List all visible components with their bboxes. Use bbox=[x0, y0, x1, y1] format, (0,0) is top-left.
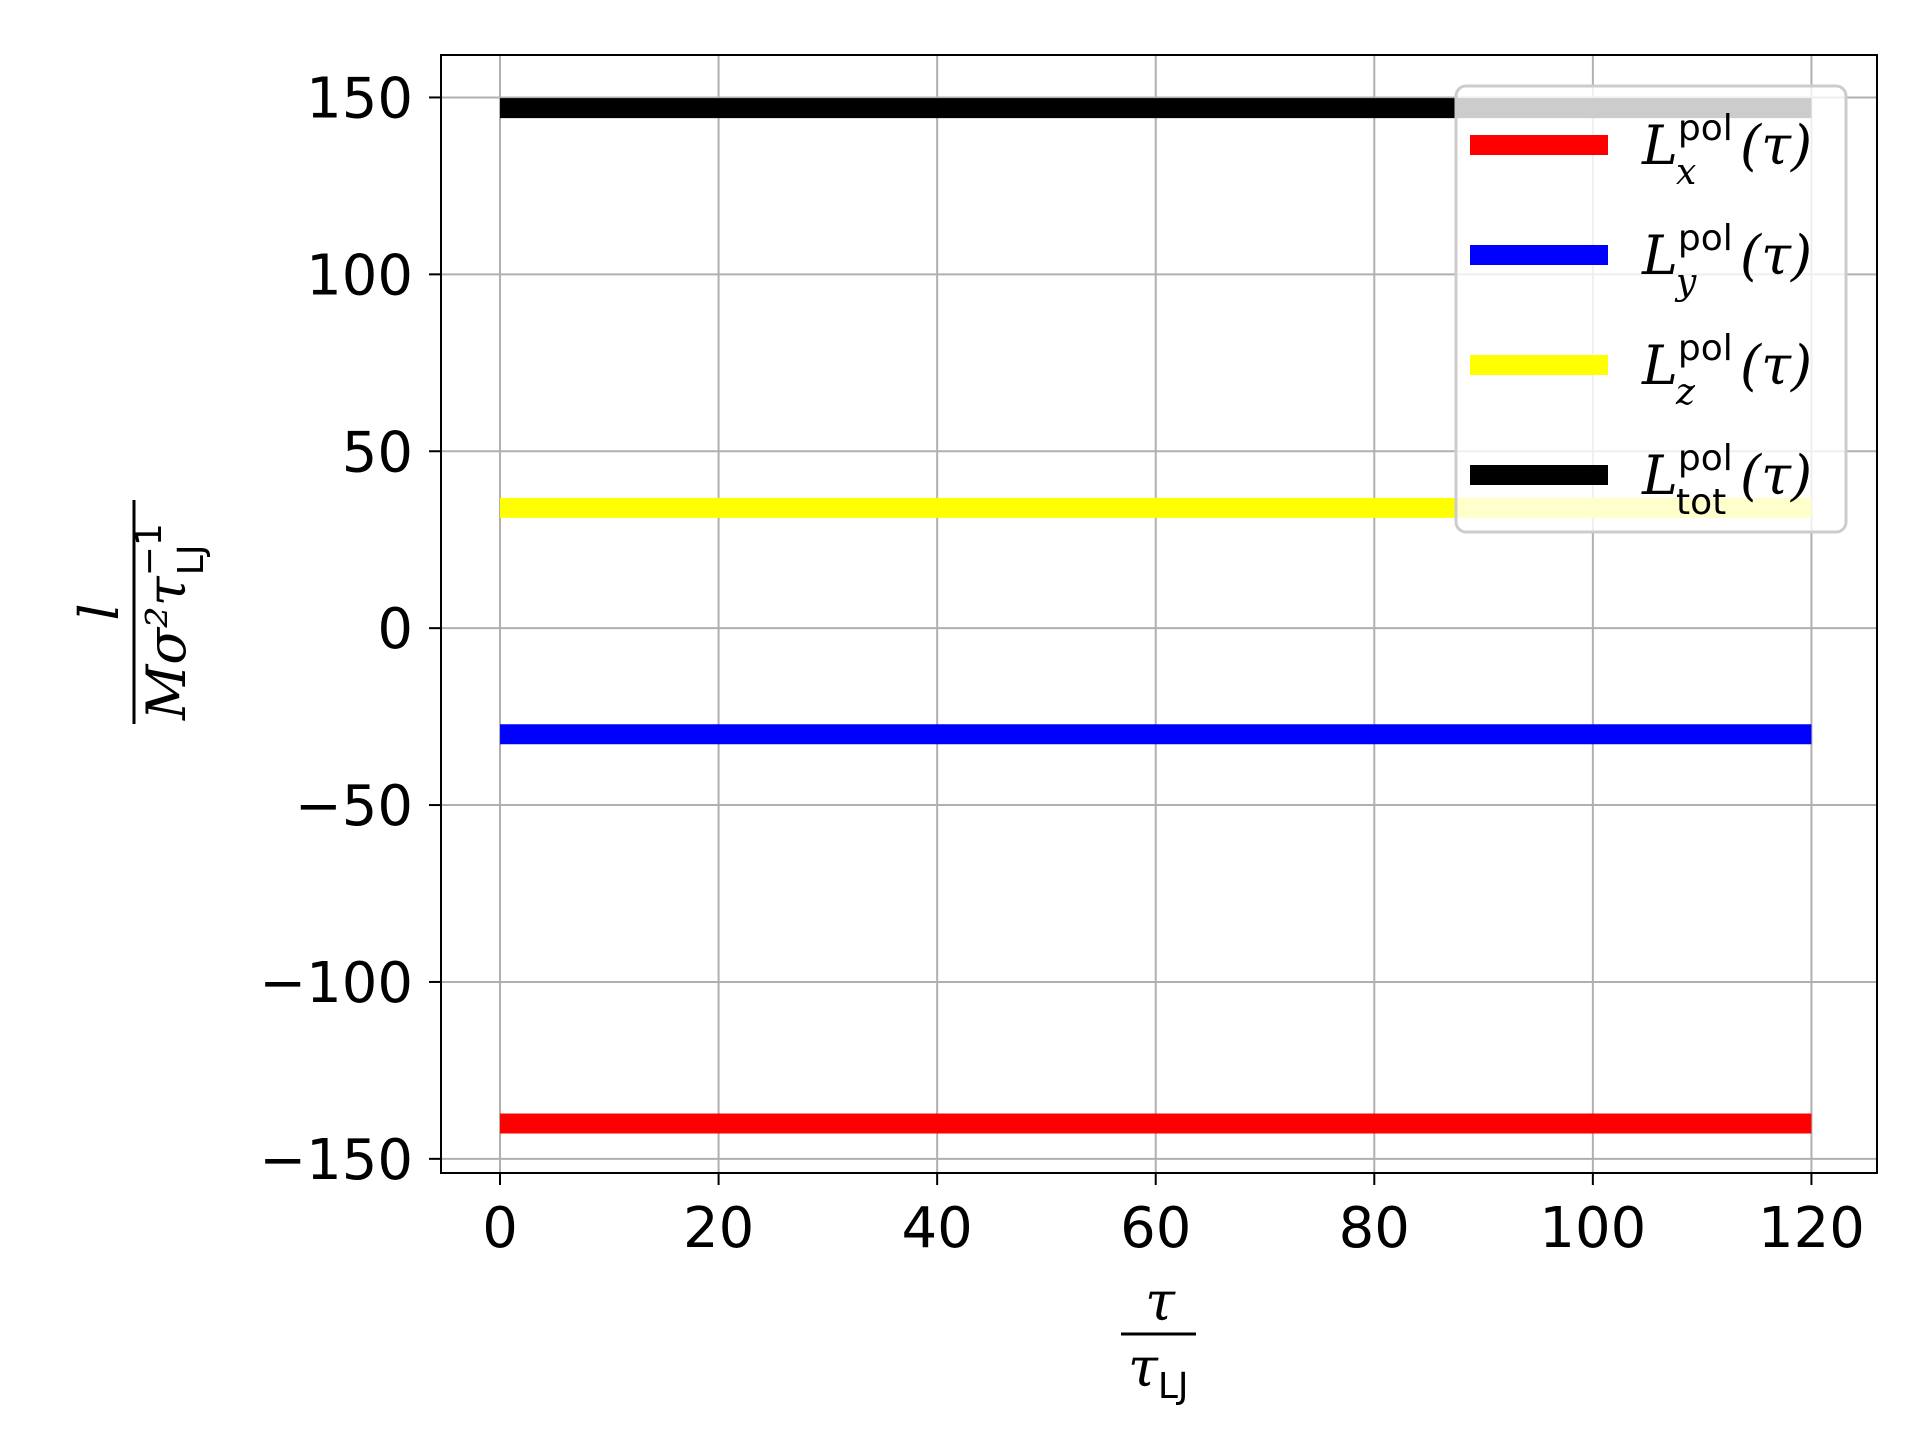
y-tick-label: −150 bbox=[259, 1128, 413, 1193]
y-tick-label: −100 bbox=[259, 951, 413, 1016]
y-tick-label: 100 bbox=[306, 243, 413, 308]
y-tick-label: −50 bbox=[295, 774, 413, 839]
x-axis-label-numerator: τ bbox=[1145, 1270, 1176, 1333]
plot-frame bbox=[440, 54, 1878, 1174]
x-tick-label: 20 bbox=[683, 1196, 754, 1261]
y-axis-label-denominator: Mσ²τ−1LJ bbox=[129, 523, 212, 721]
axis-ticks: 0 20 40 60 80 100 120 −150 −100 −50 0 50 100 150 bbox=[259, 66, 1865, 1261]
legend-box bbox=[1454, 84, 1848, 534]
x-tick-label: 0 bbox=[482, 1196, 518, 1261]
y-axis-label: l Mσ²τ−1LJ bbox=[68, 500, 212, 724]
legend-label-z: Lpol z (τ) bbox=[1641, 328, 1812, 413]
x-axis-label-denominator: τLJ bbox=[1128, 1336, 1189, 1407]
x-tick-label: 60 bbox=[1120, 1196, 1191, 1261]
legend-label-tot: Lpol tot (τ) bbox=[1641, 438, 1812, 523]
legend-entry-x: Lpol x (τ) bbox=[1470, 108, 1812, 193]
legend-entry-z: Lpol z (τ) bbox=[1470, 328, 1812, 413]
y-tick-label: 150 bbox=[306, 66, 413, 131]
grid bbox=[441, 55, 1877, 1173]
y-axis-label-numerator: l bbox=[68, 603, 131, 620]
legend: Lpol x (τ) Lpol y (τ) Lpol z (τ) Lpol tot (τ) bbox=[1454, 84, 1848, 534]
y-tick-label: 50 bbox=[342, 420, 413, 485]
y-tick-label: 0 bbox=[377, 597, 413, 662]
x-tick-label: 80 bbox=[1339, 1196, 1410, 1261]
legend-label-y: Lpol y (τ) bbox=[1641, 218, 1812, 303]
legend-label-x: Lpol x (τ) bbox=[1641, 108, 1812, 193]
x-tick-label: 120 bbox=[1758, 1196, 1865, 1261]
legend-entry-y: Lpol y (τ) bbox=[1470, 218, 1812, 303]
legend-entry-tot: Lpol tot (τ) bbox=[1470, 438, 1812, 523]
x-tick-label: 100 bbox=[1539, 1196, 1646, 1261]
x-axis-label: τ τLJ bbox=[1121, 1270, 1196, 1407]
x-tick-label: 40 bbox=[902, 1196, 973, 1261]
